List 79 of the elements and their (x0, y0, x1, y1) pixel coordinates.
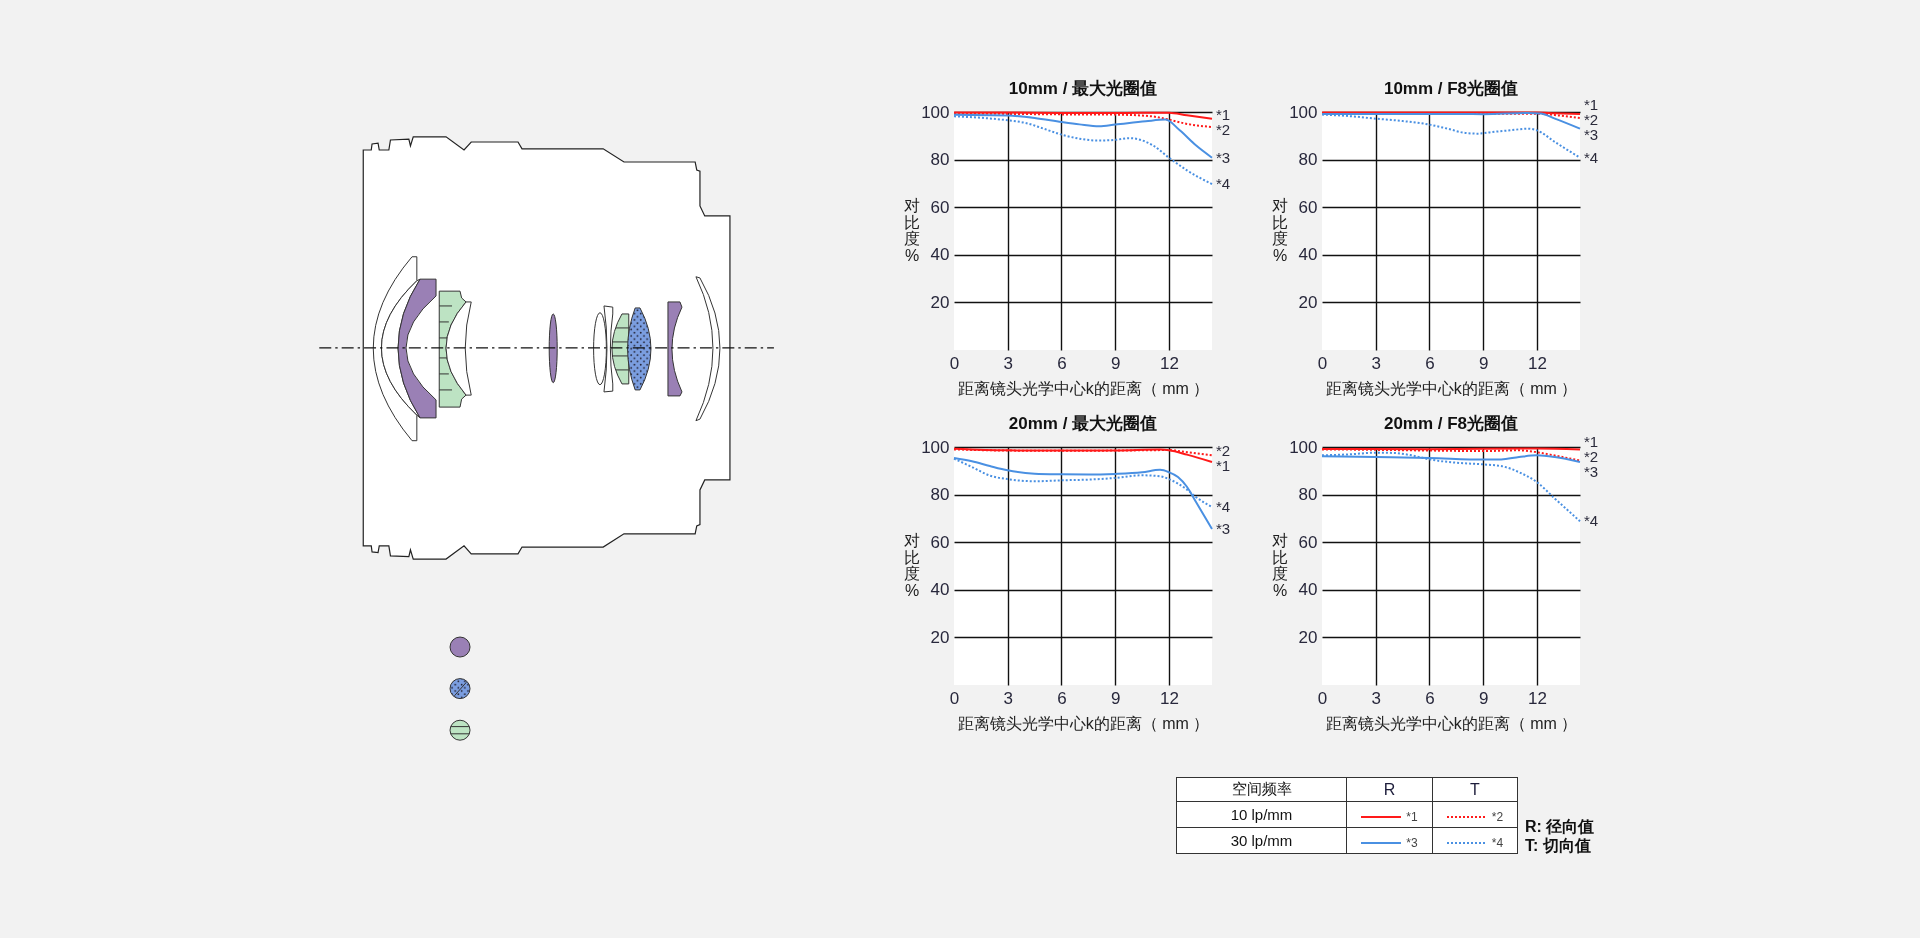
y-tick-label: 80 (1298, 485, 1318, 505)
x-tick-label: 3 (1003, 688, 1013, 708)
y-axis-title: 对比度% (903, 532, 921, 599)
x-axis-title: 距离镜头光学中心k的距离（ mm ） (1325, 379, 1578, 397)
series-label: *1 (1216, 457, 1231, 475)
y-tick-label: 100 (921, 437, 950, 457)
category-label: 10 lp/mm (1230, 806, 1293, 823)
legend-title: 空间频率 (1176, 777, 1347, 802)
series-label: *1 (1584, 433, 1599, 451)
x-tick-label: 12 (1528, 688, 1547, 708)
text: *1 (1406, 809, 1418, 824)
y-tick-label: 100 (1289, 102, 1318, 122)
y-tick-label: 40 (930, 580, 950, 600)
x-axis-title: 距离镜头光学中心k的距离（ mm ） (957, 379, 1210, 397)
text: *2 (1491, 809, 1504, 824)
category-label: 30 lp/mm (1230, 832, 1293, 849)
y-tick-label: 20 (930, 292, 950, 312)
series-label: *1 (1216, 106, 1231, 124)
series-label: *4 (1584, 148, 1599, 166)
x-axis-title: 距离镜头光学中心k的距离（ mm ） (957, 714, 1210, 732)
x-tick-label: 12 (1528, 353, 1547, 373)
series-label: *1 (1584, 96, 1599, 114)
x-tick-label: 0 (949, 688, 960, 708)
x-tick-label: 12 (1160, 688, 1179, 708)
series-label: *3 (1584, 463, 1599, 481)
x-tick-label: 9 (1111, 688, 1121, 708)
series-label: *4 (1216, 497, 1231, 515)
series-label: *3 (1216, 520, 1231, 538)
series-label: *2 (1584, 111, 1599, 129)
y-tick-label: 60 (1298, 532, 1318, 552)
y-tick-label: 100 (1289, 437, 1318, 457)
y-tick-label: 20 (930, 627, 950, 647)
y-tick-label: 40 (1298, 245, 1318, 265)
text: *3 (1406, 835, 1418, 850)
y-tick-label: 40 (930, 245, 950, 265)
y-tick-label: 20 (1298, 627, 1318, 647)
text: *4 (1491, 835, 1504, 850)
series-label: *3 (1216, 148, 1231, 166)
y-tick-label: 60 (930, 197, 950, 217)
y-tick-label: 100 (921, 102, 950, 122)
y-axis-title: 对比度% (1271, 532, 1289, 599)
series-label: *2 (1584, 448, 1599, 466)
series-label: *4 (1584, 512, 1599, 530)
y-tick-label: 80 (930, 150, 950, 170)
category-label: R (1346, 777, 1433, 802)
chart-title: 10mm / 最大光圈值 (1007, 79, 1159, 99)
category-label: T (1432, 777, 1518, 802)
text: T: 切向值 (1525, 836, 1592, 855)
x-tick-label: 3 (1371, 353, 1381, 373)
x-tick-label: 9 (1479, 688, 1489, 708)
series-label: *2 (1216, 442, 1231, 460)
chart-title: 20mm / 最大光圈值 (1007, 414, 1159, 434)
y-tick-label: 60 (930, 532, 950, 552)
chart-title: 20mm / F8光圈值 (1382, 414, 1520, 434)
x-tick-label: 6 (1425, 688, 1435, 708)
text: R: 径向值 (1525, 817, 1595, 836)
y-tick-label: 20 (1298, 292, 1318, 312)
x-tick-label: 6 (1425, 353, 1435, 373)
x-tick-label: 12 (1160, 353, 1179, 373)
y-tick-label: 60 (1298, 197, 1318, 217)
x-tick-label: 6 (1057, 688, 1067, 708)
x-tick-label: 3 (1003, 353, 1013, 373)
y-tick-label: 80 (930, 485, 950, 505)
y-tick-label: 40 (1298, 580, 1318, 600)
x-tick-label: 9 (1111, 353, 1121, 373)
x-tick-label: 6 (1057, 353, 1067, 373)
series-label: *2 (1216, 121, 1231, 139)
x-axis-title: 距离镜头光学中心k的距离（ mm ） (1325, 714, 1578, 732)
x-tick-label: 3 (1371, 688, 1381, 708)
x-tick-label: 0 (1317, 353, 1328, 373)
y-tick-label: 80 (1298, 150, 1318, 170)
x-tick-label: 0 (949, 353, 960, 373)
y-axis-title: 对比度% (903, 197, 921, 264)
chart-title: 10mm / F8光圈值 (1382, 79, 1520, 99)
x-tick-label: 0 (1317, 688, 1328, 708)
series-label: *3 (1584, 126, 1599, 144)
series-label: *4 (1216, 175, 1231, 193)
y-axis-title: 对比度% (1271, 197, 1289, 264)
x-tick-label: 9 (1479, 353, 1489, 373)
